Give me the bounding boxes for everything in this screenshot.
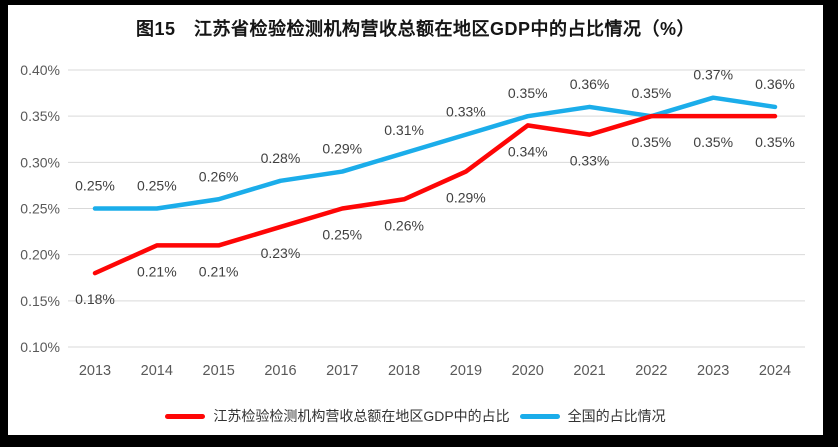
legend-line-icon-jiangsu [165, 413, 206, 419]
y-tick-label: 0.15% [20, 293, 60, 309]
data-label: 0.23% [261, 245, 301, 261]
x-tick-label: 2014 [141, 363, 173, 379]
data-label: 0.35% [632, 85, 672, 101]
x-tick-label: 2022 [635, 363, 667, 379]
data-label: 0.35% [632, 134, 672, 150]
data-label: 0.29% [446, 190, 486, 206]
x-tick-label: 2015 [203, 363, 235, 379]
legend-item-national: 全国的占比情况 [519, 406, 666, 426]
data-label: 0.25% [75, 178, 115, 194]
data-label: 0.26% [384, 217, 424, 233]
data-label: 0.36% [570, 76, 610, 92]
x-tick-label: 2021 [573, 363, 605, 379]
x-tick-label: 2024 [759, 363, 791, 379]
chart-title: 图15 江苏省检验检测机构营收总额在地区GDP中的占比情况（%） [135, 19, 696, 39]
data-label: 0.25% [322, 227, 362, 243]
data-label: 0.28% [261, 150, 301, 166]
data-label: 0.26% [199, 168, 239, 184]
data-label: 0.25% [137, 178, 177, 194]
series-line [92, 113, 778, 276]
x-tick-label: 2023 [697, 363, 729, 379]
data-label: 0.34% [508, 143, 548, 159]
data-label: 0.33% [570, 153, 610, 169]
x-tick-label: 2019 [450, 363, 482, 379]
chart-panel: 图15 江苏省检验检测机构营收总额在地区GDP中的占比情况（%） 0.40% 0.… [8, 5, 823, 435]
x-tick-label: 2017 [326, 363, 358, 379]
x-tick-label: 2018 [388, 363, 420, 379]
data-label: 0.21% [137, 263, 177, 279]
data-label: 0.35% [693, 134, 733, 150]
legend-label-jiangsu: 江苏检验检测机构营收总额在地区GDP中的占比 [213, 408, 510, 424]
data-label: 0.35% [755, 134, 795, 150]
line-chart: 0.40% 0.35% 0.30% 0.25% 0.20% 0.15% 0.10% 2013 2… [20, 62, 805, 379]
y-tick-label: 0.25% [20, 201, 60, 217]
y-tick-label: 0.30% [20, 154, 60, 170]
y-tick-label: 0.20% [20, 247, 60, 263]
legend-line-icon-national [519, 413, 560, 419]
chart-legend: 江苏检验检测机构营收总额在地区GDP中的占比 全国的占比情况 [8, 404, 823, 428]
y-tick-label: 0.40% [20, 62, 60, 78]
data-label: 0.31% [384, 122, 424, 138]
series-line [92, 95, 778, 211]
legend-label-national: 全国的占比情况 [567, 408, 666, 424]
data-label: 0.35% [508, 85, 548, 101]
x-tick-label: 2013 [79, 363, 111, 379]
data-label: 0.36% [755, 76, 795, 92]
data-label: 0.37% [693, 67, 733, 83]
data-label: 0.33% [446, 104, 486, 120]
data-label: 0.21% [199, 263, 239, 279]
data-label: 0.29% [322, 141, 362, 157]
y-tick-label: 0.10% [20, 339, 60, 355]
x-tick-label: 2020 [512, 363, 544, 379]
y-tick-label: 0.35% [20, 108, 60, 124]
legend-item-jiangsu: 江苏检验检测机构营收总额在地区GDP中的占比 [165, 406, 510, 426]
data-label: 0.18% [75, 291, 115, 307]
x-tick-label: 2016 [264, 363, 296, 379]
